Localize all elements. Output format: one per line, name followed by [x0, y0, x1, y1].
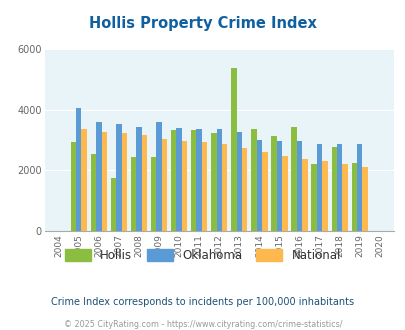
Bar	[336, 145, 341, 231]
Bar	[362, 167, 367, 231]
Bar	[156, 122, 161, 231]
Bar	[122, 133, 127, 231]
Bar	[191, 130, 196, 231]
Bar	[256, 140, 262, 231]
Bar	[276, 142, 281, 231]
Bar	[176, 128, 181, 231]
Bar	[322, 161, 327, 231]
Bar	[116, 124, 121, 231]
Text: Crime Index corresponds to incidents per 100,000 inhabitants: Crime Index corresponds to incidents per…	[51, 297, 354, 307]
Bar	[161, 139, 167, 231]
Bar	[331, 147, 336, 231]
Bar	[216, 129, 222, 231]
Bar	[241, 148, 247, 231]
Bar	[136, 127, 141, 231]
Bar	[96, 122, 101, 231]
Bar	[271, 136, 276, 231]
Text: Hollis Property Crime Index: Hollis Property Crime Index	[89, 16, 316, 31]
Bar	[81, 129, 87, 231]
Bar	[351, 163, 356, 231]
Bar	[201, 142, 207, 231]
Bar	[181, 141, 187, 231]
Bar	[101, 132, 107, 231]
Bar	[90, 154, 96, 231]
Bar	[311, 164, 316, 231]
Bar	[211, 133, 216, 231]
Bar	[151, 157, 156, 231]
Bar	[301, 159, 307, 231]
Bar	[222, 144, 227, 231]
Legend: Hollis, Oklahoma, National: Hollis, Oklahoma, National	[60, 244, 345, 266]
Bar	[171, 130, 176, 231]
Bar	[262, 152, 267, 231]
Bar	[291, 127, 296, 231]
Bar	[316, 144, 322, 231]
Bar	[196, 129, 201, 231]
Bar	[296, 141, 301, 231]
Bar	[251, 129, 256, 231]
Bar	[141, 135, 147, 231]
Bar	[76, 108, 81, 231]
Bar	[281, 156, 287, 231]
Bar	[111, 178, 116, 231]
Text: © 2025 CityRating.com - https://www.cityrating.com/crime-statistics/: © 2025 CityRating.com - https://www.city…	[64, 319, 341, 329]
Bar	[230, 68, 236, 231]
Bar	[341, 164, 347, 231]
Bar	[130, 157, 136, 231]
Bar	[236, 132, 241, 231]
Bar	[356, 145, 362, 231]
Bar	[70, 142, 76, 231]
